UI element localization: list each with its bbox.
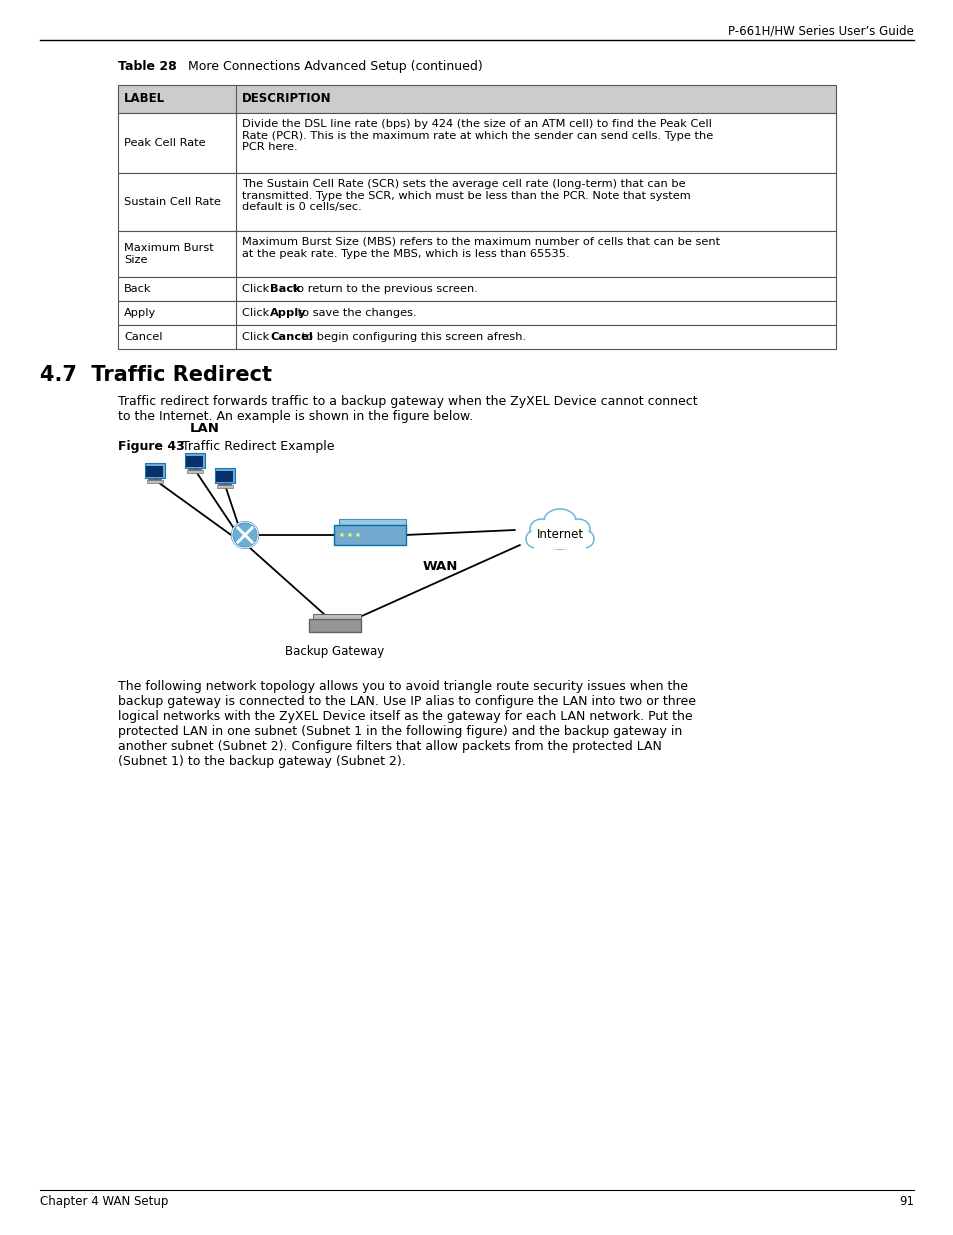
Bar	[118, 277, 835, 301]
Text: to the Internet. An example is shown in the figure below.: to the Internet. An example is shown in …	[118, 410, 473, 424]
Text: LABEL: LABEL	[124, 93, 165, 105]
Circle shape	[232, 522, 257, 548]
Bar	[185, 453, 205, 468]
Bar	[334, 525, 406, 545]
Bar	[118, 85, 835, 112]
Text: Cancel: Cancel	[124, 332, 162, 342]
Text: logical networks with the ZyXEL Device itself as the gateway for each LAN networ: logical networks with the ZyXEL Device i…	[118, 710, 692, 722]
Text: Traffic redirect forwards traffic to a backup gateway when the ZyXEL Device cann: Traffic redirect forwards traffic to a b…	[118, 395, 697, 408]
Text: (Subnet 1) to the backup gateway (Subnet 2).: (Subnet 1) to the backup gateway (Subnet…	[118, 755, 405, 768]
Text: Click: Click	[242, 332, 273, 342]
Text: 4.7  Traffic Redirect: 4.7 Traffic Redirect	[40, 366, 272, 385]
Ellipse shape	[575, 531, 593, 547]
Ellipse shape	[530, 519, 554, 538]
Text: The Sustain Cell Rate (SCR) sets the average cell rate (long-term) that can be
t: The Sustain Cell Rate (SCR) sets the ave…	[242, 179, 690, 212]
Text: Cancel: Cancel	[270, 332, 313, 342]
Text: The following network topology allows you to avoid triangle route security issue: The following network topology allows yo…	[118, 680, 687, 693]
Text: another subnet (Subnet 2). Configure filters that allow packets from the protect: another subnet (Subnet 2). Configure fil…	[118, 740, 661, 753]
Bar	[217, 485, 233, 488]
Bar	[147, 480, 162, 483]
Text: Divide the DSL line rate (bps) by 424 (the size of an ATM cell) to find the Peak: Divide the DSL line rate (bps) by 424 (t…	[242, 119, 713, 152]
Bar	[118, 231, 835, 277]
Bar	[214, 468, 235, 483]
Ellipse shape	[543, 509, 576, 534]
Bar	[118, 301, 835, 325]
Text: to begin configuring this screen afresh.: to begin configuring this screen afresh.	[298, 332, 526, 342]
Text: Table 28: Table 28	[118, 61, 176, 73]
Circle shape	[348, 534, 352, 537]
Ellipse shape	[531, 520, 553, 538]
Text: Backup Gateway: Backup Gateway	[285, 645, 384, 658]
Text: Maximum Burst
Size: Maximum Burst Size	[124, 243, 213, 264]
Bar	[145, 463, 165, 478]
Ellipse shape	[566, 520, 588, 538]
Ellipse shape	[541, 530, 578, 548]
Text: Sustain Cell Rate: Sustain Cell Rate	[124, 198, 221, 207]
Text: Back: Back	[124, 284, 152, 294]
Bar	[309, 619, 360, 631]
Bar	[147, 466, 163, 477]
Text: Peak Cell Rate: Peak Cell Rate	[124, 138, 206, 148]
Bar	[216, 471, 233, 482]
Text: to save the changes.: to save the changes.	[294, 308, 416, 317]
Text: DESCRIPTION: DESCRIPTION	[242, 93, 332, 105]
Text: LAN: LAN	[190, 422, 220, 435]
Circle shape	[355, 534, 359, 537]
Text: to return to the previous screen.: to return to the previous screen.	[289, 284, 477, 294]
Bar	[338, 519, 406, 525]
Bar	[313, 614, 360, 619]
Bar	[534, 534, 585, 550]
Text: P-661H/HW Series User’s Guide: P-661H/HW Series User’s Guide	[727, 25, 913, 38]
Bar	[118, 173, 835, 231]
Ellipse shape	[544, 510, 575, 532]
Bar	[187, 471, 202, 473]
Text: Apply: Apply	[270, 308, 307, 317]
Text: Internet: Internet	[536, 529, 583, 541]
Circle shape	[339, 534, 344, 537]
Ellipse shape	[574, 530, 594, 548]
Ellipse shape	[565, 519, 589, 538]
Text: Click: Click	[242, 308, 273, 317]
Text: Chapter 4 WAN Setup: Chapter 4 WAN Setup	[40, 1195, 168, 1208]
Text: Click: Click	[242, 284, 273, 294]
Text: backup gateway is connected to the LAN. Use IP alias to configure the LAN into t: backup gateway is connected to the LAN. …	[118, 695, 696, 708]
Text: protected LAN in one subnet (Subnet 1 in the following figure) and the backup ga: protected LAN in one subnet (Subnet 1 in…	[118, 725, 681, 739]
Bar	[118, 112, 835, 173]
Text: Figure 43: Figure 43	[118, 440, 185, 453]
Bar	[186, 456, 203, 467]
Text: Apply: Apply	[124, 308, 156, 317]
Ellipse shape	[525, 530, 545, 548]
Ellipse shape	[540, 529, 578, 550]
Text: 91: 91	[898, 1195, 913, 1208]
Bar	[118, 325, 835, 350]
Text: More Connections Advanced Setup (continued): More Connections Advanced Setup (continu…	[175, 61, 482, 73]
Text: Traffic Redirect Example: Traffic Redirect Example	[170, 440, 335, 453]
Ellipse shape	[526, 531, 544, 547]
Text: Back: Back	[270, 284, 300, 294]
Text: WAN: WAN	[422, 559, 457, 573]
Text: Maximum Burst Size (MBS) refers to the maximum number of cells that can be sent
: Maximum Burst Size (MBS) refers to the m…	[242, 237, 720, 258]
